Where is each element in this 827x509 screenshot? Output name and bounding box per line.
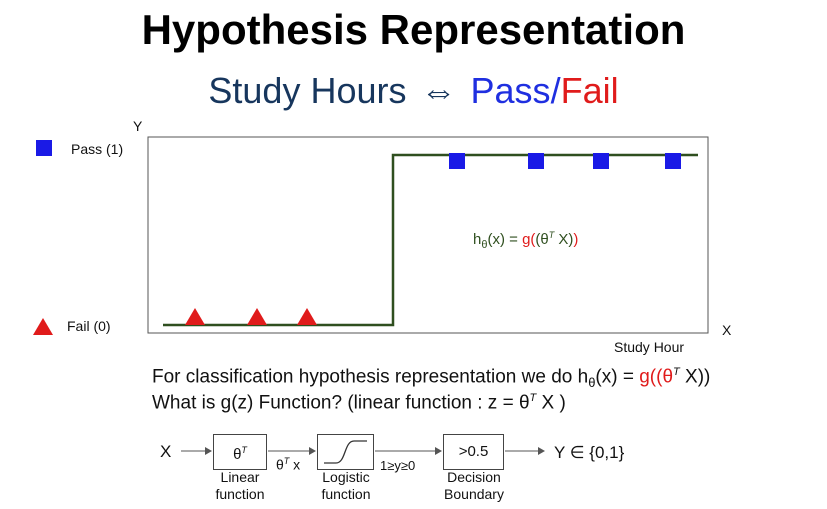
q1-sub: θ [588, 375, 596, 391]
subtitle-arrow: ⇔ [420, 70, 457, 111]
hyp-g: g( [522, 231, 536, 248]
legend-pass-icon [36, 140, 52, 156]
pass-marker [665, 153, 681, 169]
decision-boundary-box: >0.5 [443, 434, 504, 470]
question-line-1: For classification hypothesis representa… [152, 366, 710, 390]
caption-linear: Linear [220, 469, 260, 485]
hypothesis-label: hθ(x) = g((θT X)) [473, 230, 578, 251]
y-axis-label: Y [133, 118, 143, 134]
hyp-inner: (θ [535, 231, 549, 248]
caption-linear-function: function [215, 486, 265, 502]
decision-boundary-caption: Decision Boundary [437, 469, 511, 503]
hyp-mid: (x) = [487, 231, 523, 248]
flow-arrowhead-12 [309, 447, 316, 455]
sigmoid-icon [324, 440, 367, 464]
q1-end: X)) [679, 366, 711, 388]
page-title: Hypothesis Representation [141, 6, 686, 53]
logistic-function-caption: Logistic function [313, 469, 379, 503]
box1-theta: θ [233, 446, 242, 463]
pass-marker [449, 153, 465, 169]
q1-g: g((θ [639, 366, 674, 388]
flow-arrowhead-out [538, 447, 545, 455]
step-line [163, 153, 698, 327]
subtitle-fail: Fail [560, 70, 619, 111]
q1-prefix: For classification hypothesis representa… [152, 366, 589, 388]
q2-sup: T [529, 392, 537, 404]
hyp-close: ) [573, 231, 579, 248]
flow-input-x: X [160, 442, 172, 461]
legend-fail-label: Fail (0) [67, 318, 111, 334]
legend-fail-icon [33, 318, 53, 335]
fail-marker [297, 308, 317, 325]
linear-function-box: θT [213, 434, 267, 470]
pass-marker [528, 153, 544, 169]
subtitle-slash: / [550, 70, 561, 111]
linear-function-caption: Linear function [209, 469, 271, 503]
legend-pass-label: Pass (1) [71, 141, 124, 157]
caption-logistic-function: function [321, 486, 371, 502]
between12-theta: θ [276, 456, 284, 473]
q1-sup: T [673, 366, 680, 378]
x-axis-title: Study Hour [614, 339, 685, 355]
between12-x: x [289, 456, 301, 473]
between12-sup: T [283, 456, 290, 466]
pass-marker [593, 153, 609, 169]
plot-frame [147, 136, 709, 334]
logistic-function-box [317, 434, 374, 470]
fail-marker [247, 308, 267, 325]
hyp-sup: T [548, 230, 555, 240]
subtitle-study-hours: Study Hours [208, 70, 407, 111]
hyp-theta-sub: θ [481, 239, 488, 251]
hyp-h: h [473, 231, 482, 248]
box1-sup: T [241, 445, 247, 455]
subtitle: Study Hours ⇔ Pass/Fail [0, 70, 827, 112]
theta-x-label: θT x [276, 456, 300, 473]
caption-logistic: Logistic [322, 469, 370, 485]
caption-decision: Decision [447, 469, 501, 485]
flow-arrowhead-23 [435, 447, 442, 455]
subtitle-pass: Pass [470, 70, 551, 111]
caption-boundary: Boundary [444, 486, 504, 502]
q1-mid: (x) = [595, 366, 640, 388]
q2-end: X ) [536, 392, 566, 414]
range-label: 1≥y≥0 [380, 458, 416, 473]
flow-arrowhead-in [205, 447, 212, 455]
fail-marker [185, 308, 205, 325]
q2-prefix: What is g(z) Function? (linear function … [152, 392, 530, 414]
hyp-tail: X) [554, 231, 574, 248]
flow-output-y: Y ∈ {0,1} [554, 443, 625, 462]
x-axis-label: X [722, 322, 732, 338]
question-line-2: What is g(z) Function? (linear function … [152, 392, 566, 414]
